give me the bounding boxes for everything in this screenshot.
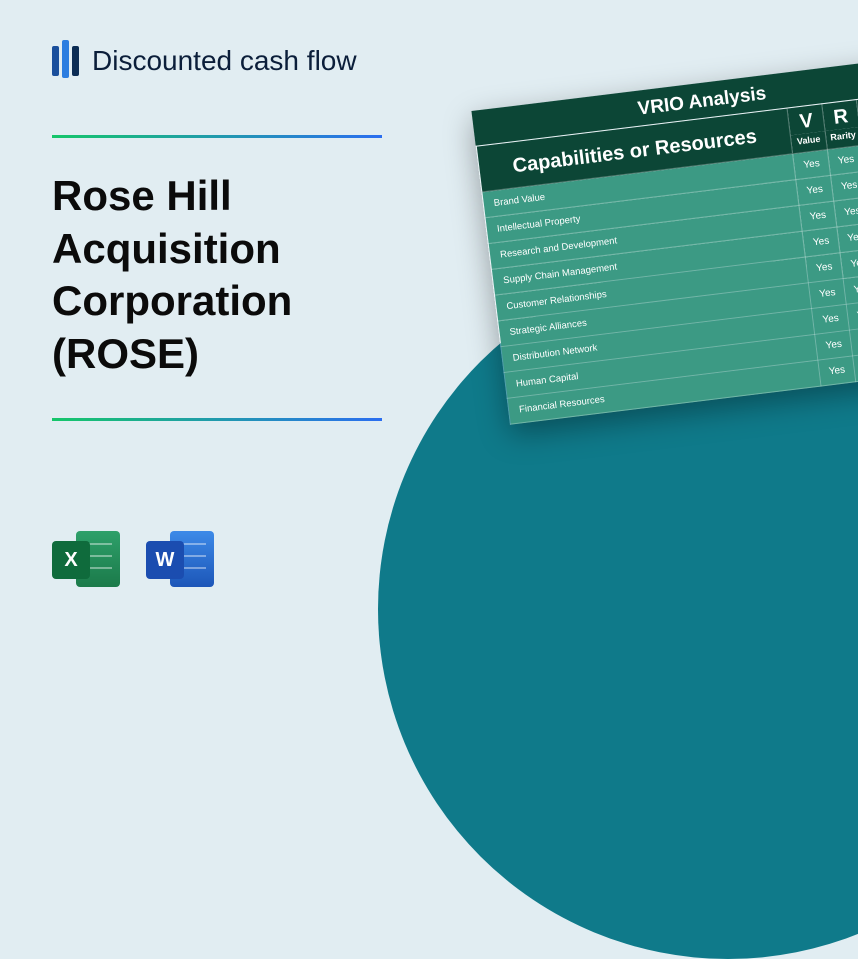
vrio-cell: Yes (843, 274, 858, 304)
word-icon-letter: W (146, 541, 184, 579)
vrio-cell: Yes (840, 248, 858, 278)
brand-logo: Discounted cash flow (52, 38, 357, 84)
excel-icon-letter: X (52, 541, 90, 579)
vrio-table: Capabilities or Resources V R I Value Ra… (476, 90, 858, 425)
vrio-cell: Yes (818, 356, 856, 386)
vrio-cell: Yes (830, 171, 858, 201)
vrio-cell: Yes (827, 145, 858, 175)
vrio-table-card: VRIO Analysis Capabilities or Resources … (471, 55, 858, 425)
vrio-cell: Yes (837, 223, 858, 253)
vrio-cell: Yes (834, 197, 858, 227)
vrio-col-v-big: V (787, 104, 825, 136)
brand-name: Discounted cash flow (92, 45, 357, 77)
divider-bottom (52, 418, 382, 421)
divider-top (52, 135, 382, 138)
excel-icon: X (52, 527, 120, 591)
page-title: Rose Hill Acquisition Corporation (ROSE) (52, 170, 432, 380)
brand-logo-mark (52, 38, 80, 84)
vrio-cell: Yes (846, 300, 858, 330)
file-type-icons: X W (52, 527, 214, 591)
vrio-col-r-big: R (822, 100, 858, 132)
word-icon: W (146, 527, 214, 591)
